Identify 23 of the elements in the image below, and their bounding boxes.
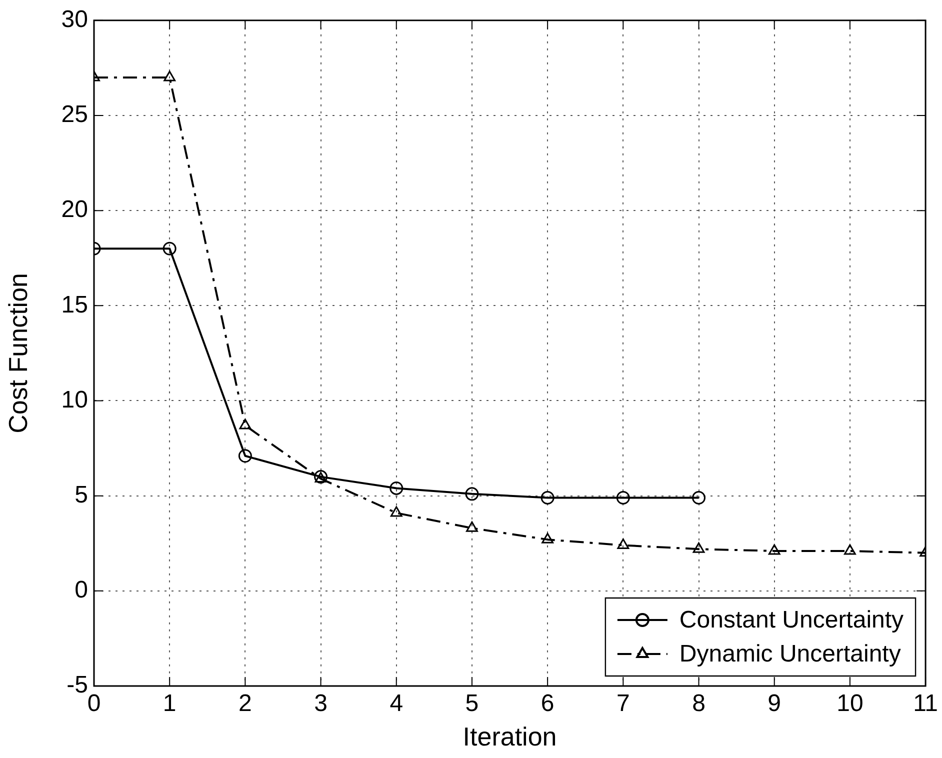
y-tick-label: 25 [61,101,88,128]
y-tick-label: 5 [74,481,88,508]
legend-label: Constant Uncertainty [679,606,904,634]
x-axis-title: Iteration [462,722,557,752]
y-tick-label: -5 [66,672,88,699]
x-tick-label: 2 [238,690,252,718]
y-tick-label: 20 [61,196,88,224]
legend-label: Dynamic Uncertainty [679,640,901,668]
y-tick-label: 15 [61,291,88,318]
x-tick-label: 3 [314,690,328,718]
x-tick-label: 8 [692,690,706,718]
x-tick-label: 9 [768,690,782,718]
y-tick-label: 10 [61,386,88,414]
y-tick-label: 30 [61,6,88,34]
x-tick-label: 1 [162,690,176,718]
x-tick-label: 7 [616,690,630,718]
x-tick-label: 6 [540,690,554,718]
y-axis-title: Cost Function [2,272,33,434]
x-tick-label: 4 [390,690,404,718]
x-tick-label: 10 [836,690,864,718]
x-tick-label: 11 [913,690,938,718]
x-tick-label: 5 [465,690,479,718]
y-tick-label: 0 [74,576,88,604]
